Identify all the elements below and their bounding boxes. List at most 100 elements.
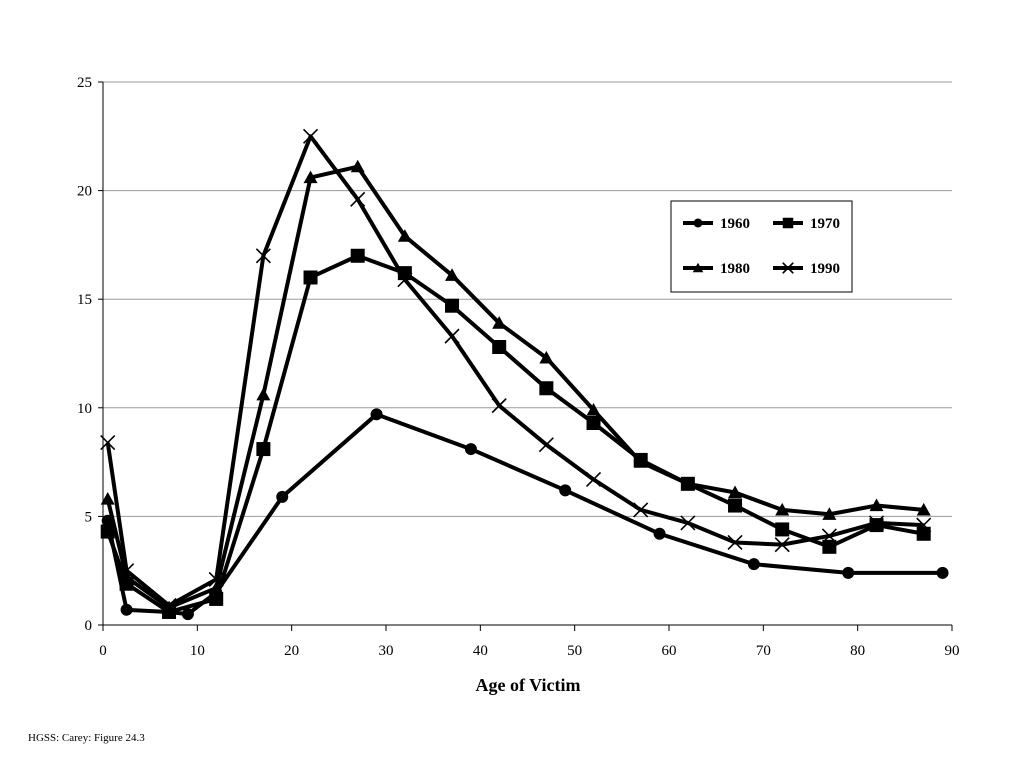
marker-triangle: [680, 476, 695, 490]
marker-x: [868, 515, 885, 531]
marker-x: [397, 272, 413, 288]
marker-triangle: [822, 507, 837, 520]
marker-x-stroke: [119, 563, 135, 579]
series-1990: [100, 128, 932, 614]
marker-circle: [120, 603, 133, 616]
figure-caption: HGSS: Carey: Figure 24.3: [28, 732, 145, 744]
marker-square: [586, 416, 601, 431]
marker-square: [445, 298, 460, 313]
marker-x-stroke: [680, 515, 696, 531]
marker-triangle: [869, 498, 884, 512]
marker-x: [302, 128, 319, 144]
marker-x: [208, 571, 224, 587]
marker-triangle: [692, 262, 704, 273]
marker-x-stroke: [100, 434, 116, 451]
marker-x: [585, 471, 602, 488]
marker-triangle: [397, 229, 412, 242]
x-tick-label: 40: [473, 643, 488, 659]
marker-x-stroke: [161, 597, 177, 614]
marker-circle: [464, 443, 477, 456]
x-tick-label: 20: [284, 643, 299, 659]
y-tick-label: 0: [85, 618, 93, 634]
marker-x-stroke: [727, 534, 743, 551]
marker-square: [539, 381, 554, 396]
marker-x-stroke: [255, 248, 271, 264]
marker-square: [775, 522, 790, 537]
marker-triangle: [445, 268, 460, 281]
x-axis-title: Age of Victim: [476, 675, 581, 695]
marker-x-stroke: [821, 528, 837, 544]
marker-triangle: [775, 502, 790, 516]
marker-circle: [653, 527, 666, 540]
legend-item-1980: 1980: [683, 261, 750, 277]
marker-circle: [842, 566, 855, 579]
marker-triangle: [303, 170, 318, 184]
y-tick-label: 5: [85, 509, 93, 525]
series-line-1970: [105, 253, 925, 614]
legend-label: 1990: [810, 261, 840, 277]
y-tick-label: 20: [77, 184, 92, 200]
legend-label: 1970: [810, 216, 840, 232]
legend-label: 1960: [720, 216, 750, 232]
legend-item-1960: 1960: [683, 216, 750, 232]
marker-square: [209, 591, 224, 606]
marker-square: [916, 526, 931, 541]
marker-x: [161, 597, 177, 614]
marker-x-stroke: [491, 398, 507, 414]
marker-x: [491, 398, 507, 414]
marker-square: [256, 442, 271, 457]
marker-circle: [559, 484, 572, 497]
y-tick-label: 10: [77, 401, 92, 417]
marker-x-stroke: [444, 328, 460, 344]
marker-x: [100, 434, 116, 451]
marker-x-stroke: [916, 517, 932, 533]
x-tick-label: 70: [756, 643, 771, 659]
marker-x: [350, 191, 366, 207]
marker-triangle: [916, 502, 931, 516]
marker-x: [538, 437, 554, 453]
marker-x: [255, 248, 271, 264]
marker-x-stroke: [538, 437, 554, 453]
marker-circle: [936, 566, 949, 579]
marker-x-stroke: [302, 128, 319, 144]
x-tick-label: 10: [190, 643, 205, 659]
series-1970: [100, 248, 931, 619]
marker-square: [728, 498, 743, 513]
marker-triangle: [586, 402, 601, 416]
marker-x: [727, 534, 743, 551]
marker-triangle: [119, 570, 134, 583]
marker-x: [774, 537, 790, 553]
marker-x-stroke: [397, 272, 413, 288]
legend-label: 1980: [720, 261, 750, 277]
y-tick-label: 15: [77, 292, 92, 308]
x-tick-label: 90: [945, 643, 960, 659]
marker-triangle: [633, 455, 648, 468]
marker-triangle: [256, 387, 271, 401]
marker-square: [492, 339, 507, 354]
marker-x-stroke: [633, 502, 649, 518]
marker-square: [303, 270, 318, 285]
marker-x-stroke: [782, 262, 794, 274]
gridlines: [103, 81, 952, 517]
legend-box: [670, 200, 853, 293]
marker-x-stroke: [774, 537, 790, 553]
marker-circle: [693, 218, 703, 228]
marker-circle: [181, 608, 194, 621]
marker-circle: [370, 408, 383, 421]
series-layer: [100, 128, 949, 621]
legend-item-1970: 1970: [773, 216, 840, 232]
marker-x: [916, 517, 932, 533]
marker-triangle: [350, 159, 365, 173]
axes: 0 5 10 15 20 25 0 10 20 30 40 50 60 70 80 90: [77, 75, 960, 659]
marker-x: [119, 563, 135, 579]
marker-triangle: [209, 581, 224, 594]
marker-x-stroke: [350, 191, 366, 207]
y-tick-label: 25: [77, 75, 92, 91]
marker-triangle: [728, 485, 743, 499]
legend-item-1990: 1990: [773, 261, 840, 277]
marker-circle: [276, 490, 289, 503]
marker-x-stroke: [868, 515, 885, 531]
x-tick-label: 0: [99, 643, 107, 659]
marker-x: [821, 528, 837, 544]
